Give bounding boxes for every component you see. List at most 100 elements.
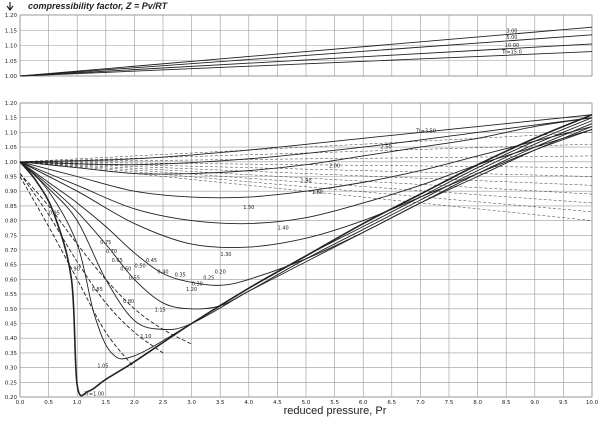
down-arrow-icon (6, 2, 14, 11)
bottom-guide-line (19, 161, 593, 213)
top-series-line (19, 51, 593, 77)
bottom-series-line (19, 126, 593, 286)
top-series-label: Tr=15.0 (501, 50, 522, 56)
x-tick-label: 1.5 (101, 400, 110, 406)
bottom-curve-label: 0.70 (106, 249, 117, 255)
bottom-y-tick-label: 0.90 (5, 189, 18, 195)
bottom-curve-label: 0.95 (49, 211, 60, 217)
bottom-series-line (19, 173, 192, 345)
x-axis-label: reduced pressure, Pr (284, 405, 387, 417)
bottom-guide-line (19, 161, 593, 195)
x-tick-label: 0.5 (44, 400, 53, 406)
bottom-curve-label: 0.20 (215, 270, 226, 276)
bottom-series-label: 2.50 (381, 145, 392, 151)
bottom-series-label: 0.85 (92, 287, 103, 293)
top-series-line (19, 43, 593, 77)
bottom-y-tick-label: 1.20 (5, 101, 18, 107)
top-series-line (19, 34, 593, 77)
bottom-y-tick-label: 1.00 (5, 160, 18, 166)
bottom-series-line (19, 129, 593, 225)
bottom-curve-label: 1.80 (300, 178, 311, 184)
chart-title: compressibility factor, Z = Pv/RT (28, 1, 169, 11)
bottom-series-label: 1.60 (312, 190, 323, 196)
x-tick-label: 10.0 (586, 400, 599, 406)
bottom-guide-line (19, 161, 593, 168)
bottom-y-tick-label: 0.60 (5, 277, 18, 283)
x-tick-label: 3.5 (216, 400, 225, 406)
bottom-series-label: 1.40 (278, 225, 289, 231)
top-y-tick-label: 1.05 (5, 59, 18, 65)
bottom-series-label: Tr=3.50 (415, 128, 436, 134)
top-series-line (19, 26, 593, 77)
bottom-curve-label: 1.50 (243, 205, 254, 211)
top-y-tick-label: 1.00 (5, 74, 18, 80)
x-tick-label: 6.5 (387, 400, 396, 406)
bottom-y-tick-label: 0.95 (5, 175, 18, 181)
x-tick-label: 6.0 (359, 400, 368, 406)
x-tick-label: 2.5 (159, 400, 168, 406)
bottom-y-tick-label: 0.20 (5, 395, 18, 401)
bottom-y-tick-label: 0.65 (5, 263, 18, 269)
bottom-series-line (19, 114, 593, 397)
bottom-y-tick-label: 1.05 (5, 145, 18, 151)
bottom-curve-label: 0.40 (157, 270, 168, 276)
bottom-curve-label: 0.30 (192, 281, 203, 287)
bottom-curve-label: 0.75 (100, 240, 111, 246)
bottom-guide-line (19, 161, 593, 186)
bottom-y-tick-label: 1.15 (5, 116, 18, 122)
bottom-y-tick-label: 0.85 (5, 204, 18, 210)
bottom-panel-grid (19, 102, 593, 398)
x-tick-label: 1.0 (73, 400, 82, 406)
x-tick-label: 7.0 (416, 400, 425, 406)
x-tick-label: 8.5 (502, 400, 511, 406)
top-y-tick-label: 1.20 (5, 13, 18, 19)
bottom-series-label: Tr=1.00 (84, 392, 105, 398)
bottom-series-line (19, 120, 593, 331)
top-series-label: 10.00 (505, 43, 519, 49)
top-panel-curves (19, 26, 593, 77)
bottom-y-tick-label: 0.55 (5, 292, 18, 298)
x-tick-label: 9.0 (530, 400, 539, 406)
bottom-y-tick-label: 0.45 (5, 322, 18, 328)
bottom-guide-line (19, 161, 593, 221)
bottom-series-label: 2.00 (329, 164, 340, 170)
bottom-series-label: 0.80 (123, 299, 134, 305)
bottom-y-tick-label: 0.30 (5, 366, 18, 372)
x-tick-label: 5.0 (302, 400, 311, 406)
bottom-panel-curves (19, 114, 593, 397)
bottom-curve-label: 0.65 (112, 258, 123, 264)
bottom-series-line (19, 117, 593, 166)
bottom-curve-label: 0.60 (120, 267, 131, 273)
bottom-y-tick-label: 0.80 (5, 219, 18, 225)
bottom-y-tick-label: 0.35 (5, 351, 18, 357)
bottom-y-tick-label: 0.75 (5, 233, 18, 239)
top-series-label: 5.00 (506, 35, 517, 41)
bottom-guide-line (19, 161, 593, 204)
bottom-series-label: 0.90 (69, 267, 80, 273)
bottom-series-line (19, 129, 593, 249)
top-y-tick-label: 1.10 (5, 44, 18, 50)
bottom-curve-label: 0.25 (203, 275, 214, 281)
bottom-curve-label: 0.45 (146, 258, 157, 264)
bottom-series-label: 1.30 (220, 252, 231, 258)
top-panel-grid (19, 14, 593, 77)
bottom-guide-line (19, 155, 593, 163)
bottom-guide-line (19, 161, 593, 177)
bottom-series-label: 1.15 (155, 308, 166, 314)
x-tick-label: 2.0 (130, 400, 139, 406)
bottom-y-tick-label: 0.50 (5, 307, 18, 313)
x-tick-label: 0.0 (16, 400, 25, 406)
bottom-series-label: 1.10 (140, 334, 151, 340)
bottom-curve-label: 0.55 (129, 275, 140, 281)
bottom-series-line (19, 114, 593, 163)
x-tick-label: 7.5 (445, 400, 454, 406)
bottom-y-tick-label: 0.40 (5, 336, 18, 342)
bottom-series-label: 1.20 (186, 287, 197, 293)
top-series-label: 3.00 (506, 29, 517, 35)
axis-ticks: 1.001.051.101.151.200.200.250.300.350.40… (5, 13, 599, 406)
bottom-series-line (19, 123, 593, 310)
bottom-curve-label: 0.35 (175, 272, 186, 278)
top-y-tick-label: 1.15 (5, 28, 18, 34)
